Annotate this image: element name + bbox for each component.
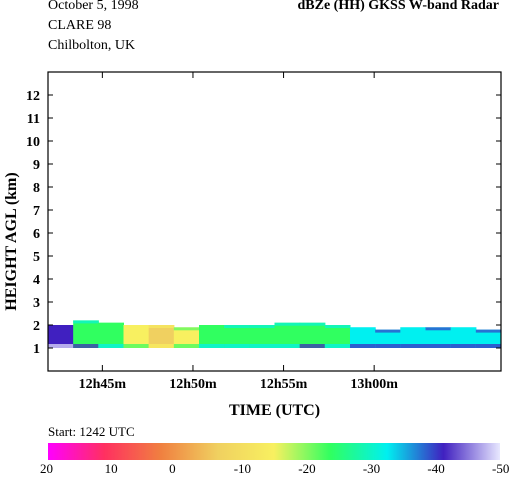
colorbar-tick-label: 0: [169, 461, 176, 476]
cloud-cell: [199, 325, 225, 348]
cloud-cell: [274, 322, 301, 348]
cloud-top-edge: [299, 322, 326, 326]
colorbar-tick-label: -10: [233, 461, 252, 476]
cloud-base-edge: [148, 344, 175, 348]
campaign-label: CLARE 98: [48, 18, 112, 33]
colorbar-tick-label: -40: [427, 461, 445, 476]
cloud-top-edge: [224, 325, 250, 328]
y-tick-label: 9: [33, 158, 40, 173]
cloud-base-edge: [199, 344, 225, 348]
y-tick-label: 2: [33, 319, 40, 334]
x-tick-label: 12h45m: [79, 377, 127, 392]
cloud-base-edge: [475, 344, 502, 348]
y-tick-label: 7: [33, 204, 40, 219]
cloud-top-edge: [450, 327, 477, 331]
cloud-cell: [73, 320, 99, 348]
chart-title: dBZe (HH) GKSS W-band Radar: [297, 0, 500, 13]
cloud-cell: [123, 325, 150, 348]
y-tick-label: 3: [33, 296, 40, 311]
cloud-base-edge: [350, 344, 376, 348]
colorbar: [48, 443, 500, 460]
cloud-top-edge: [199, 325, 225, 328]
cloud-top-edge: [425, 327, 452, 331]
cloud-cell: [450, 327, 477, 348]
cloud-base-edge: [450, 344, 477, 348]
cloud-top-edge: [324, 325, 351, 328]
cloud-top-edge: [400, 327, 426, 331]
y-tick-label: 10: [26, 135, 40, 150]
y-tick-label: 12: [26, 89, 40, 104]
cloud-base-edge: [48, 344, 74, 348]
cloud-base-edge: [173, 344, 200, 348]
x-tick-label: 12h50m: [169, 377, 217, 392]
cloud-cell: [299, 322, 326, 348]
cloud-base-edge: [224, 344, 250, 348]
x-tick-label: 13h00m: [350, 377, 398, 392]
cloud-cell: [475, 329, 502, 348]
cloud-base-edge: [73, 344, 99, 348]
cloud-cell: [400, 327, 426, 348]
cloud-base-edge: [299, 344, 326, 348]
colorbar-tick-label: -50: [492, 461, 509, 476]
cloud-top-edge: [98, 322, 124, 326]
cloud-base-edge: [324, 344, 351, 348]
plot-metadata: October 5, 1998 CLARE 98 Chilbolton, UK: [48, 0, 139, 56]
cloud-top-edge: [48, 325, 74, 328]
x-axis-label: TIME (UTC): [229, 402, 320, 419]
cloud-cell: [350, 327, 376, 348]
y-axis-label: HEIGHT AGL (km): [3, 172, 20, 310]
cloud-top-edge: [249, 325, 275, 328]
colorbar-tick-label: -20: [298, 461, 316, 476]
x-tick-label: 12h55m: [260, 377, 308, 392]
cloud-top-edge: [148, 325, 175, 328]
cloud-base-edge: [98, 344, 124, 348]
cloud-base-edge: [274, 344, 301, 348]
colorbar-tick-label: 10: [104, 461, 118, 476]
cloud-top-edge: [123, 325, 150, 328]
cloud-top-edge: [350, 327, 376, 331]
cloud-cell: [375, 329, 401, 348]
cloud-cell: [249, 325, 275, 348]
cloud-base-edge: [425, 344, 452, 348]
y-tick-label: 6: [33, 227, 40, 242]
plot-frame: [47, 71, 502, 372]
cloud-cell: [425, 327, 452, 348]
y-tick-label: 8: [33, 181, 40, 196]
cloud-cell: [224, 325, 250, 348]
colorbar-tick-label: 20: [40, 461, 53, 476]
cloud-top-edge: [73, 320, 99, 324]
date-label: October 5, 1998: [48, 0, 139, 13]
cloud-top-edge: [375, 329, 401, 333]
y-tick-label: 4: [33, 273, 40, 288]
cloud-base-edge: [375, 344, 401, 348]
location-label: Chilbolton, UK: [48, 38, 136, 53]
cloud-cell: [148, 325, 175, 348]
cloud-cell: [173, 327, 200, 348]
start-time-label: Start: 1242 UTC: [48, 424, 135, 439]
y-tick-label: 11: [27, 112, 40, 127]
cloud-top-edge: [274, 322, 301, 326]
cloud-base-edge: [123, 344, 150, 348]
y-tick-label: 5: [33, 250, 40, 265]
colorbar-tick-label: -30: [362, 461, 381, 476]
cloud-top-edge: [475, 329, 502, 333]
cloud-cell: [98, 322, 124, 348]
cloud-cell: [324, 325, 351, 348]
y-tick-label: 1: [33, 342, 40, 357]
cloud-top-edge: [173, 327, 200, 331]
cloud-base-edge: [249, 344, 275, 348]
cloud-cell: [48, 325, 74, 348]
cloud-base-edge: [400, 344, 426, 348]
